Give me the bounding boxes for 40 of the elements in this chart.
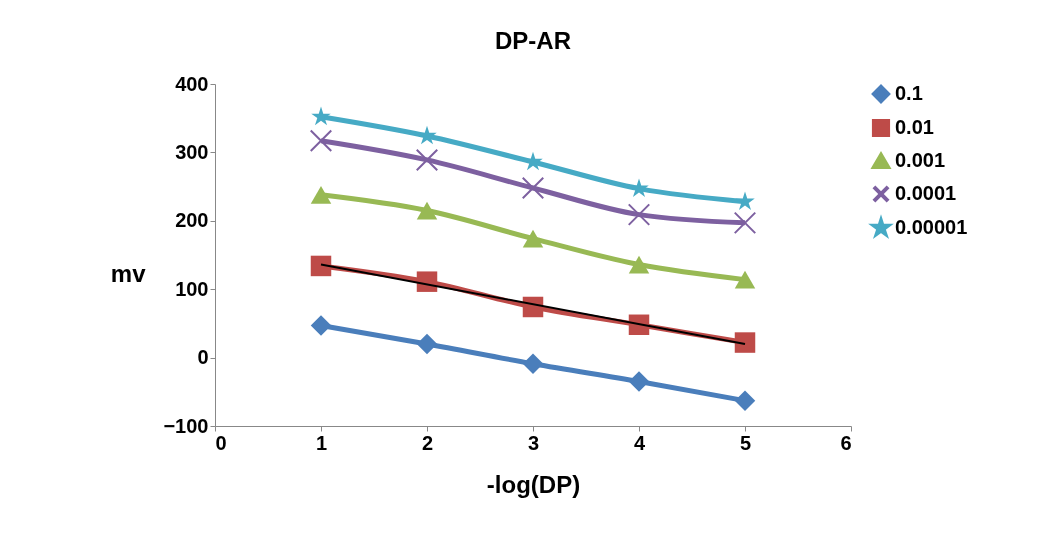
point (733, 211, 757, 235)
legend-label: 0.01 (895, 116, 934, 138)
point (627, 203, 651, 226)
y-tick-label: 200 (175, 209, 209, 232)
point (416, 333, 438, 355)
chart-title: DP-AR (495, 27, 571, 54)
point (734, 390, 756, 411)
point (415, 148, 439, 172)
point (311, 106, 331, 126)
point (734, 332, 756, 353)
point (309, 129, 333, 153)
point (310, 255, 332, 277)
point (310, 315, 332, 336)
x-tick-label: 3 (527, 431, 540, 454)
x-tick-label: 2 (421, 431, 434, 454)
y-tick-label: −100 (163, 414, 209, 437)
y-tick-label: 400 (175, 72, 209, 95)
point (734, 270, 756, 289)
point (522, 353, 544, 374)
legend-label: 0.0001 (895, 182, 957, 204)
x-tick-label: 5 (739, 431, 752, 454)
y-tick-label: 300 (175, 140, 209, 163)
y-tick-label: 0 (197, 346, 209, 369)
legend-label: 0.1 (895, 82, 923, 104)
point (522, 229, 544, 248)
x-tick-label: 6 (840, 431, 852, 454)
point (416, 201, 438, 220)
x-axis-title: -log(DP) (486, 470, 581, 498)
x-tick-label: 4 (633, 431, 646, 454)
legend-label: 0.00001 (895, 216, 968, 238)
x-tick-label: 1 (315, 431, 328, 454)
x-tick-label: 0 (215, 431, 227, 454)
point (310, 185, 332, 204)
legend-label: 0.001 (895, 149, 946, 171)
point (521, 176, 545, 200)
point (735, 191, 755, 210)
y-tick-label: 100 (175, 277, 209, 300)
point (628, 255, 650, 274)
point (628, 371, 650, 392)
y-axis-title: mv (110, 259, 147, 287)
